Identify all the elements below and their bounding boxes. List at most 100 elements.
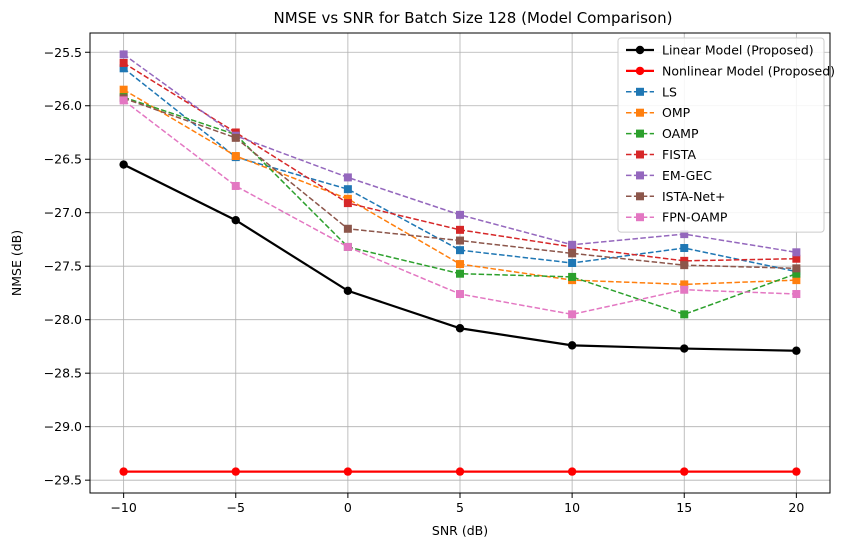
data-point xyxy=(119,64,128,73)
legend-label: EM-GEC xyxy=(662,168,712,183)
y-tick-label: −25.5 xyxy=(44,45,82,60)
data-point xyxy=(119,467,128,476)
data-point xyxy=(680,261,689,270)
data-point xyxy=(456,269,464,278)
legend-marker xyxy=(636,87,644,96)
data-point xyxy=(119,58,128,67)
data-point xyxy=(568,240,577,249)
x-axis-label: SNR (dB) xyxy=(432,523,488,538)
data-point xyxy=(792,254,801,263)
data-point xyxy=(792,346,801,355)
data-point xyxy=(455,467,465,476)
data-point xyxy=(680,310,689,319)
data-point xyxy=(680,244,689,253)
data-point xyxy=(680,256,689,265)
legend-label: LS xyxy=(662,84,677,99)
y-tick-label: −27.5 xyxy=(44,259,82,274)
legend-entry: EM-GEC xyxy=(626,168,712,183)
x-tick-label: 10 xyxy=(564,500,580,515)
series-lines xyxy=(119,50,801,476)
data-point xyxy=(231,216,240,225)
legend-entry: FISTA xyxy=(626,147,696,162)
data-point xyxy=(231,152,240,161)
data-point xyxy=(792,467,801,476)
data-point xyxy=(231,181,240,190)
data-point xyxy=(568,249,577,258)
x-tick-label: 20 xyxy=(788,500,804,515)
series-nonlinear-model-proposed xyxy=(119,467,801,476)
x-tick-label: −10 xyxy=(110,500,136,515)
y-tick-label: −26.0 xyxy=(44,98,82,113)
data-point xyxy=(231,467,240,476)
legend-entry: Nonlinear Model (Proposed) xyxy=(626,63,835,78)
y-tick-label: −28.5 xyxy=(44,366,82,381)
legend-label: FISTA xyxy=(662,147,696,162)
data-point xyxy=(119,96,128,105)
data-point xyxy=(792,276,801,285)
legend-label: Nonlinear Model (Proposed) xyxy=(662,63,835,78)
x-tick-label: 0 xyxy=(344,500,352,515)
data-point xyxy=(119,50,128,59)
legend-marker xyxy=(636,108,644,117)
legend-marker xyxy=(635,66,645,76)
data-point xyxy=(456,290,464,299)
legend-marker xyxy=(636,192,644,201)
data-point xyxy=(792,248,801,257)
series-omp xyxy=(119,85,801,289)
legend-label: ISTA-Net+ xyxy=(662,189,726,204)
data-point xyxy=(456,236,464,245)
series-ista-net xyxy=(119,94,801,273)
data-point xyxy=(343,242,352,251)
data-point xyxy=(455,324,465,333)
data-point xyxy=(456,260,464,269)
y-tick-label: −29.5 xyxy=(44,473,82,488)
series-linear-model-proposed xyxy=(119,160,801,355)
data-point xyxy=(343,467,353,476)
data-point xyxy=(119,160,128,169)
data-point xyxy=(680,344,689,353)
data-point xyxy=(680,230,689,239)
data-point xyxy=(456,210,464,219)
y-tick-label: −29.0 xyxy=(44,419,82,434)
legend-marker xyxy=(635,45,645,55)
data-point xyxy=(343,286,353,296)
legend-label: OMP xyxy=(662,105,691,120)
x-tick-label: −5 xyxy=(227,500,245,515)
legend-box xyxy=(617,37,825,233)
data-point xyxy=(792,264,801,273)
y-axis-label: NMSE (dB) xyxy=(9,230,24,296)
data-point xyxy=(343,185,352,194)
y-tick-label: −27.0 xyxy=(44,205,82,220)
data-point xyxy=(343,194,352,203)
legend-label: FPN-OAMP xyxy=(662,210,728,225)
axis-ticks: −10 −5 0 5 10 15 20 −25.5 −26.0 −26.5 −27.0 −27.5 −2… xyxy=(44,45,805,515)
x-tick-label: 15 xyxy=(676,500,692,515)
data-point xyxy=(456,246,464,255)
legend-entry: FPN-OAMP xyxy=(626,210,728,225)
y-tick-label: −26.5 xyxy=(44,152,82,167)
data-point xyxy=(568,272,577,281)
x-tick-label: 5 xyxy=(456,500,464,515)
legend-entry: LS xyxy=(626,84,677,99)
data-point xyxy=(680,280,689,289)
data-point xyxy=(680,285,689,294)
legend-marker xyxy=(636,129,644,138)
y-tick-label: −28.0 xyxy=(44,312,82,327)
data-point xyxy=(343,173,352,182)
legend-entry: OAMP xyxy=(626,126,699,141)
data-point xyxy=(792,290,801,299)
data-point xyxy=(343,224,352,233)
data-point xyxy=(231,133,240,142)
legend-entry: OMP xyxy=(626,105,691,120)
legend-entry: Linear Model (Proposed) xyxy=(626,43,814,58)
chart-title: NMSE vs SNR for Batch Size 128 (Model Co… xyxy=(274,9,673,27)
legend-label: Linear Model (Proposed) xyxy=(662,43,814,58)
legend-marker xyxy=(636,150,644,159)
data-point xyxy=(792,269,801,278)
legend-entry: ISTA-Net+ xyxy=(626,189,726,204)
data-point xyxy=(567,341,577,350)
data-point xyxy=(568,259,577,267)
legend: Linear Model (Proposed) Nonlinear Model (… xyxy=(617,37,835,233)
